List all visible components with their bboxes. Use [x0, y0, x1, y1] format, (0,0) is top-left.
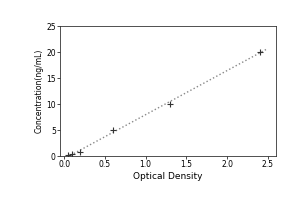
Y-axis label: Concentration(ng/mL): Concentration(ng/mL) [34, 49, 43, 133]
X-axis label: Optical Density: Optical Density [133, 172, 203, 181]
